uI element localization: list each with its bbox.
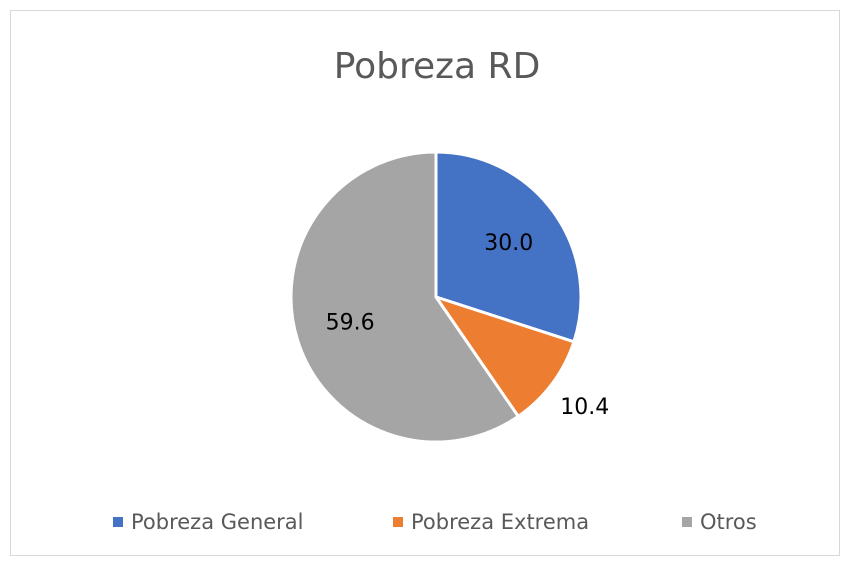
legend-label: Otros bbox=[700, 510, 757, 534]
legend-swatch bbox=[393, 517, 403, 527]
pie-slice bbox=[289, 150, 521, 444]
legend-label: Pobreza General bbox=[131, 510, 304, 534]
pie-slice bbox=[432, 294, 576, 419]
legend-label: Pobreza Extrema bbox=[411, 510, 589, 534]
data-label: 59.6 bbox=[326, 311, 375, 336]
data-label: 10.4 bbox=[560, 395, 609, 420]
chart-title: Pobreza RD bbox=[334, 46, 541, 87]
legend-swatch bbox=[682, 517, 692, 527]
data-label: 30.0 bbox=[484, 231, 533, 256]
legend-swatch bbox=[113, 517, 123, 527]
pie-slice bbox=[434, 150, 583, 344]
